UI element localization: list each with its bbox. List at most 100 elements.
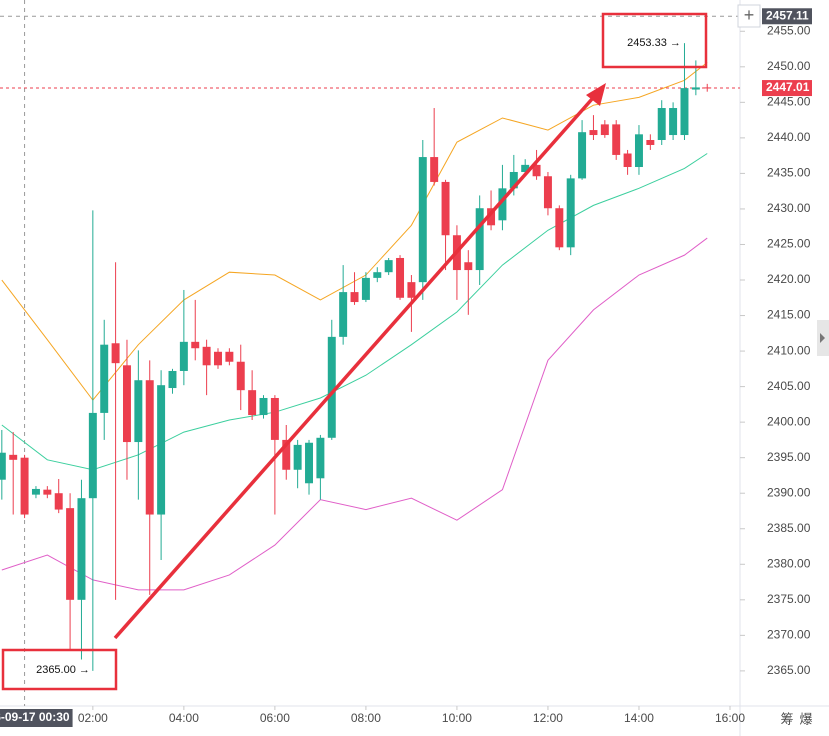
candle-body: [145, 380, 154, 515]
toolbar-icon[interactable]: 爆: [799, 711, 812, 726]
x-tick-label: 10:00: [442, 711, 472, 725]
candle-body: [487, 208, 496, 226]
candle-body: [157, 385, 166, 515]
indicator-line: [1, 237, 708, 591]
time-tag-label: 6-09-17 00:30: [0, 710, 70, 724]
candle-body: [543, 176, 552, 209]
candle-body: [646, 140, 655, 145]
candle-body: [214, 351, 222, 366]
y-tick-label: 2425.00: [767, 237, 811, 251]
candle-body: [179, 341, 188, 371]
x-tick-label: 02:00: [78, 711, 108, 725]
toolbar-icon[interactable]: 筹: [780, 711, 793, 726]
candle-body: [111, 343, 120, 364]
candle-body: [566, 178, 575, 248]
trend-arrow-head: [586, 83, 606, 106]
candle-body: [316, 437, 325, 479]
y-tick-label: 2375.00: [767, 592, 811, 606]
candle-body: [259, 397, 268, 416]
y-tick-label: 2405.00: [767, 379, 811, 393]
candle-body: [634, 134, 643, 168]
candle-body: [305, 442, 313, 484]
high-label: 2453.33 →: [627, 37, 681, 49]
candle-body: [293, 444, 302, 470]
x-tick-label: 04:00: [169, 711, 199, 725]
candle-body: [373, 272, 382, 278]
trend-arrow: [113, 88, 602, 640]
candle-body: [509, 171, 518, 189]
y-tick-label: 2435.00: [767, 166, 811, 180]
candle-body: [430, 157, 439, 182]
candle-body: [384, 260, 393, 273]
candle-body: [100, 344, 109, 413]
candle-body: [236, 361, 245, 391]
candle-body: [350, 292, 359, 303]
x-tick-label: 12:00: [533, 711, 563, 725]
add-button-label[interactable]: +: [744, 5, 755, 25]
y-tick-label: 2390.00: [767, 485, 811, 499]
y-tick-label: 2415.00: [767, 308, 811, 322]
candle-body: [521, 164, 530, 172]
candle-body: [191, 341, 200, 349]
candle-body: [578, 132, 587, 179]
x-tick-label: 06:00: [260, 711, 290, 725]
candle-body: [248, 390, 257, 416]
candle-body: [77, 498, 86, 600]
scroll-arrow[interactable]: [820, 333, 825, 343]
candle-body: [225, 351, 234, 362]
price-tag: [762, 80, 812, 97]
low-label: 2365.00 →: [36, 664, 90, 676]
candle-body: [441, 181, 450, 236]
x-tick-label: 16:00: [715, 711, 745, 725]
candle-body: [0, 452, 6, 480]
y-tick-label: 2365.00: [767, 663, 811, 677]
candle-body: [532, 164, 541, 177]
y-tick-label: 2400.00: [767, 414, 811, 428]
y-tick-label: 2410.00: [767, 343, 811, 357]
price-tag: [762, 8, 812, 25]
candle-body: [66, 508, 75, 600]
candle-body: [134, 380, 143, 443]
y-tick-label: 2395.00: [767, 450, 811, 464]
high-box: [601, 12, 708, 69]
indicator-line: [1, 153, 708, 471]
candle-body: [396, 257, 405, 298]
candle-body: [418, 157, 427, 283]
candle-body: [691, 87, 700, 90]
candle-body: [88, 412, 97, 499]
add-button[interactable]: [737, 4, 761, 28]
candle-body: [20, 457, 29, 515]
candle-body: [168, 370, 177, 389]
candle-body: [680, 88, 689, 136]
candle-body: [600, 124, 609, 136]
y-tick-label: 2385.00: [767, 521, 811, 535]
candle-body: [270, 397, 279, 440]
candle-body: [202, 346, 211, 366]
y-tick-label: 2445.00: [767, 95, 811, 109]
candle-body: [327, 336, 336, 438]
candle-body: [43, 489, 52, 495]
candle-body: [498, 188, 507, 221]
candle-body: [669, 108, 678, 136]
candle-body: [9, 454, 18, 460]
candle-body: [122, 365, 131, 443]
y-tick-label: 2420.00: [767, 272, 811, 286]
candle-body: [555, 208, 564, 248]
candle-body: [361, 277, 370, 300]
plot-area: [0, 0, 740, 706]
candle-body: [31, 488, 40, 495]
price-tag-label: 2447.01: [766, 80, 810, 94]
y-tick-label: 2430.00: [767, 201, 811, 215]
candle-body: [282, 439, 291, 470]
candle-body: [623, 153, 632, 168]
x-tick-label: 14:00: [624, 711, 654, 725]
candle-body: [589, 130, 598, 136]
candle-body: [339, 292, 348, 337]
candle-body: [464, 262, 473, 271]
candle-body: [475, 208, 484, 271]
candle-body: [54, 493, 63, 510]
time-tag: [0, 709, 73, 727]
candle-body: [703, 87, 712, 89]
y-tick-label: 2450.00: [767, 59, 811, 73]
